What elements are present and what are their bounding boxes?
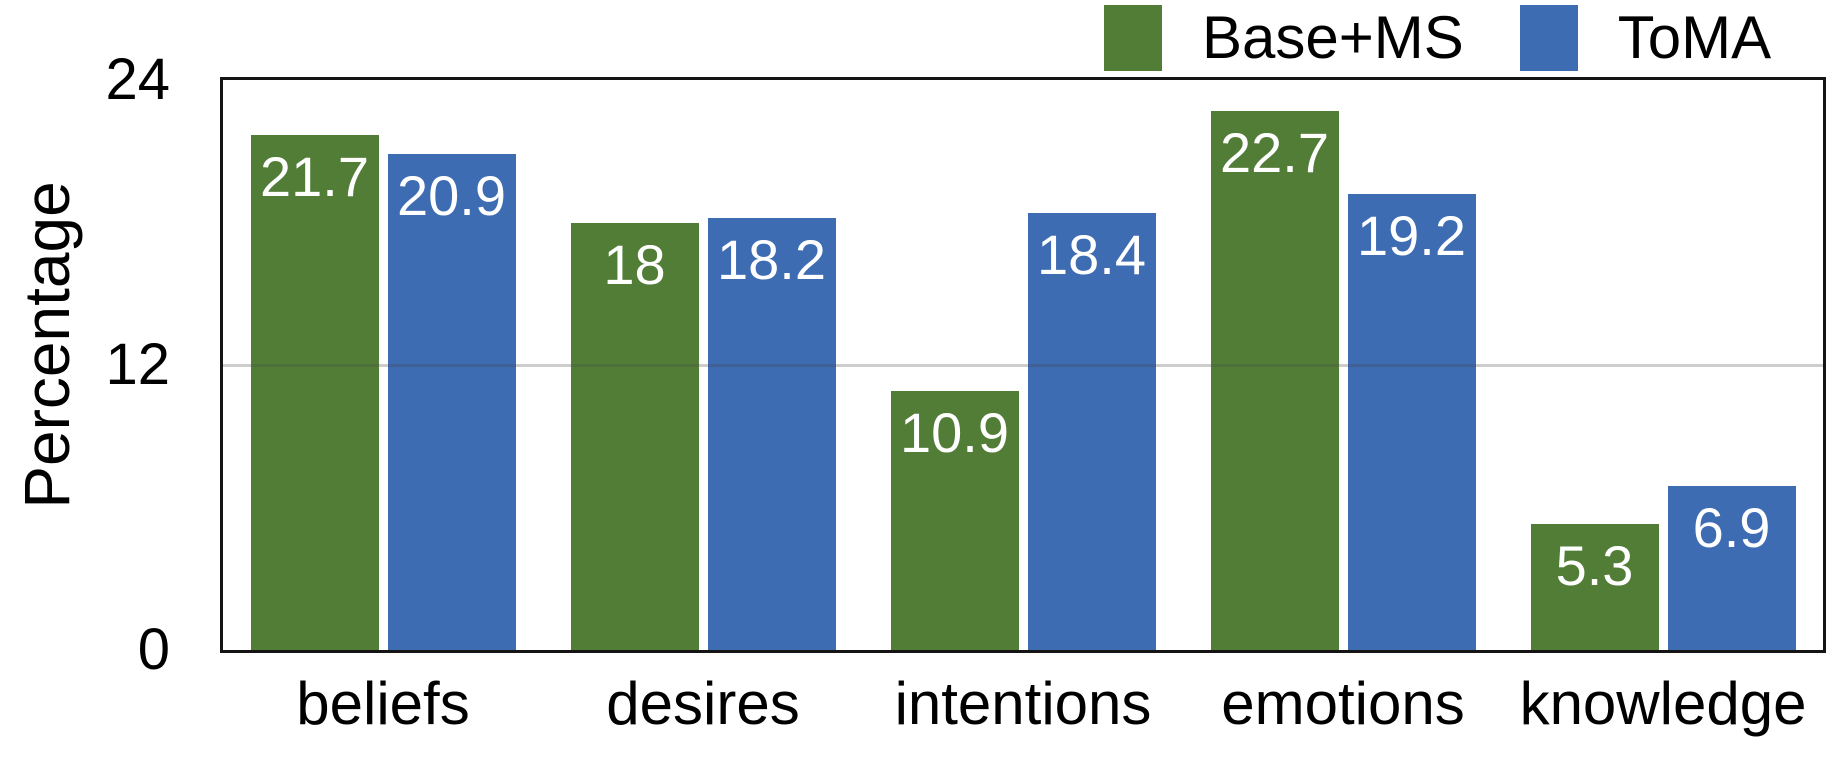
gridline <box>223 363 1823 367</box>
bar-toma-emotions: 19.2 <box>1347 194 1476 650</box>
category-label-knowledge: knowledge <box>1519 670 1807 737</box>
bar-base-ms-beliefs: 21.7 <box>250 134 379 650</box>
bar-toma-beliefs: 20.9 <box>387 153 516 650</box>
bar-value-label: 18.4 <box>1037 223 1146 286</box>
legend-swatch-blue <box>1519 5 1578 71</box>
legend-swatch-green <box>1104 5 1162 71</box>
bar-value-label: 20.9 <box>397 163 506 227</box>
bar-value-label: 10.9 <box>900 401 1009 465</box>
x-axis-category-labels: beliefs desires intentions emotions knowledg… <box>223 668 1823 758</box>
bar-value-label: 18 <box>603 232 666 296</box>
bar-base-ms-emotions: 22.7 <box>1210 110 1339 650</box>
bar-base-ms-intentions: 10.9 <box>890 391 1019 650</box>
y-axis-tick-labels: 0 12 24 <box>0 51 170 679</box>
bar-toma-knowledge: 6.9 <box>1667 486 1796 650</box>
bar-toma-intentions: 18.4 <box>1027 213 1156 650</box>
bar-value-label: 18.2 <box>717 227 826 291</box>
y-tick-label: 0 <box>137 617 170 682</box>
category-label-emotions: emotions <box>1221 670 1465 737</box>
bar-value-label: 22.7 <box>1220 120 1329 184</box>
category-label-beliefs: beliefs <box>296 670 470 737</box>
bar-value-label: 6.9 <box>1692 496 1771 560</box>
bar-value-label: 5.3 <box>1555 534 1634 598</box>
plot-area: 21.7 20.9 18 18.2 10.9 18.4 22.7 19.2 5.3 6.9 <box>220 77 1826 653</box>
bar-base-ms-desires: 18 <box>570 222 699 650</box>
category-label-intentions: intentions <box>894 670 1152 737</box>
legend-label-base-ms: Base+MS <box>1202 4 1464 71</box>
bar-value-label: 19.2 <box>1357 204 1466 267</box>
legend-label-toma: ToMA <box>1617 4 1772 71</box>
y-tick-label: 12 <box>105 332 170 397</box>
category-label-desires: desires <box>606 670 800 737</box>
y-tick-label: 24 <box>105 47 170 112</box>
legend-item-base-ms: Base+MS <box>1104 5 1464 71</box>
legend: Base+MS ToMA <box>1104 2 1771 74</box>
bar-toma-desires: 18.2 <box>707 217 836 650</box>
legend-item-toma: ToMA <box>1519 4 1772 71</box>
bar-value-label: 21.7 <box>260 144 369 208</box>
bar-base-ms-knowledge: 5.3 <box>1530 524 1659 650</box>
